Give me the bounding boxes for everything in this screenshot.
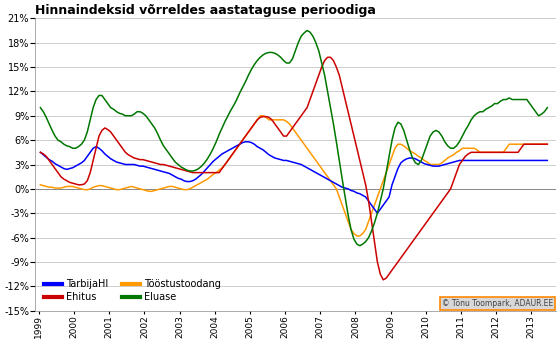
Legend: TarbijaHI, Ehitus, Tööstustoodang, Eluase: TarbijaHI, Ehitus, Tööstustoodang, Eluas… <box>40 275 225 306</box>
Text: Hinnaindeksid võrreldes aastataguse perioodiga: Hinnaindeksid võrreldes aastataguse peri… <box>35 4 376 17</box>
Text: © Tõnu Toompark, ADAUR.EE: © Tõnu Toompark, ADAUR.EE <box>442 299 553 308</box>
